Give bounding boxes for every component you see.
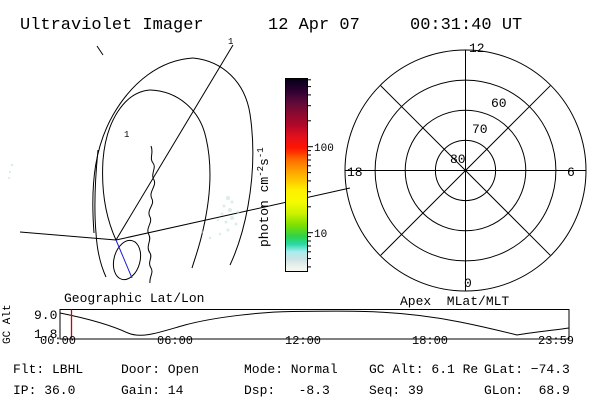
svg-text:0: 0 bbox=[464, 276, 472, 291]
svg-text:6: 6 bbox=[567, 165, 575, 180]
svg-text:18: 18 bbox=[347, 165, 363, 180]
svg-text:12: 12 bbox=[469, 41, 485, 56]
svg-text:80: 80 bbox=[450, 152, 466, 167]
svg-text:70: 70 bbox=[472, 122, 488, 137]
svg-text:60: 60 bbox=[491, 96, 507, 111]
